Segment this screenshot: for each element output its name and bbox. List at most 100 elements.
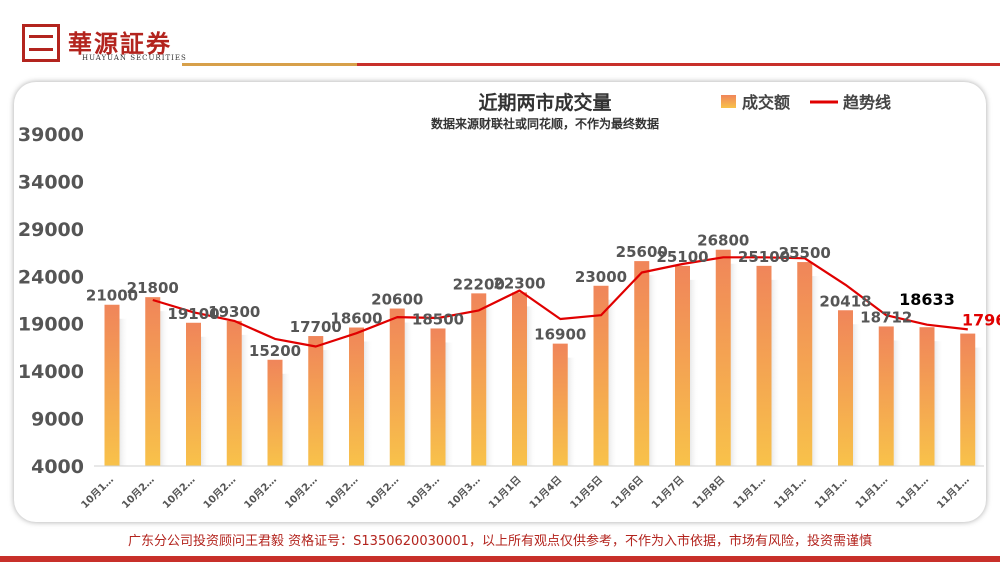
value-label: 15200 (249, 342, 301, 360)
chart-panel (14, 82, 986, 522)
x-tick-label: 11月5日 (568, 474, 605, 511)
bar (104, 304, 120, 466)
y-tick-label: 4000 (31, 456, 84, 478)
value-label: 17960 (962, 311, 1000, 330)
bar (675, 265, 690, 466)
bar-shadow (567, 357, 577, 466)
x-tick-label: 10月2… (160, 474, 197, 511)
bars (104, 249, 976, 466)
x-tick-label: 10月3… (445, 474, 482, 511)
bar-shadow (282, 373, 292, 466)
value-label: 18500 (412, 310, 464, 328)
y-tick-label: 19000 (18, 314, 84, 336)
x-tick-label: 11月1… (812, 474, 849, 511)
value-label: 18633 (899, 290, 955, 309)
x-tick-label: 10月3… (405, 474, 442, 511)
bar (267, 359, 283, 466)
chart-title: 近期两市成交量 (478, 91, 611, 114)
bar-shadow (323, 350, 333, 466)
bar (512, 292, 527, 466)
bar-shadow (119, 318, 129, 466)
x-tick-label: 11月1… (771, 474, 808, 511)
bar (145, 297, 161, 466)
y-tick-label: 24000 (18, 266, 84, 288)
bottom-bar (0, 556, 1000, 562)
value-label: 20418 (819, 292, 871, 310)
bar (308, 336, 324, 466)
chart-subtitle: 数据来源财联社或同花顺，不作为最终数据 (431, 116, 659, 131)
y-tick-label: 29000 (18, 219, 84, 241)
header: 華源証券 HUAYUAN SECURITIES (0, 0, 1000, 70)
value-label: 21800 (127, 279, 179, 297)
y-tick-label: 14000 (18, 361, 84, 383)
value-label: 16900 (534, 326, 586, 344)
y-axis: 4000 9000 14000 19000 24000 29000 34000 39000 (18, 124, 84, 478)
value-label: 18600 (330, 310, 382, 328)
y-tick-label: 9000 (31, 409, 84, 431)
header-rule (182, 63, 1000, 66)
value-label: 23000 (575, 268, 627, 286)
bar-shadow (771, 279, 781, 466)
bar (960, 333, 976, 466)
x-tick-label: 11月1… (894, 474, 931, 511)
value-label: 25500 (779, 244, 831, 262)
y-tick-label: 34000 (18, 171, 84, 193)
x-tick-label: 11月1… (853, 474, 890, 511)
bar (756, 265, 772, 466)
bar-shadow (812, 276, 822, 466)
bar (715, 249, 731, 466)
x-tick-label: 10月2… (364, 474, 401, 511)
legend-bar-swatch (721, 95, 736, 108)
bar-shadow (975, 347, 985, 466)
bar (838, 310, 853, 466)
x-tick-label: 11月1… (934, 474, 971, 511)
bar (797, 262, 813, 466)
bar-shadow (241, 334, 251, 466)
x-tick-label: 11月4日 (527, 474, 564, 511)
bar-shadow (690, 279, 699, 466)
bar (634, 261, 650, 466)
bar (878, 326, 894, 466)
value-label: 26800 (697, 232, 749, 250)
header-rule-accent (182, 63, 357, 66)
bar-shadow (445, 342, 455, 466)
x-tick-label: 11月7日 (649, 474, 686, 511)
bar-shadow (364, 341, 373, 466)
bar-shadow (201, 336, 210, 466)
value-label: 19300 (208, 303, 260, 321)
bar (349, 327, 364, 466)
bar-shadow (527, 306, 536, 466)
x-tick-label: 11月1日 (486, 474, 523, 511)
legend-bar-label: 成交额 (742, 93, 790, 112)
bar-shadows (119, 263, 985, 466)
bar-shadow (404, 322, 414, 466)
value-label: 22200 (453, 275, 505, 293)
legend: 成交额 趋势线 (721, 93, 891, 112)
disclaimer-footer: 广东分公司投资顾问王君毅 资格证号：S1350620030001，以上所有观点仅… (128, 534, 872, 549)
y-tick-label: 39000 (18, 124, 84, 146)
x-tick-label: 10月1… (79, 474, 116, 511)
value-label: 25100 (656, 248, 708, 266)
x-axis: 10月1… 10月2… 10月2… 10月2… 10月2… 10月2… 10月2… 10月2…… (79, 474, 972, 511)
value-label: 25100 (738, 248, 790, 266)
x-tick-label: 10月2… (119, 474, 156, 511)
bar (226, 320, 242, 466)
bar (919, 327, 935, 466)
value-label: 22300 (493, 274, 545, 292)
bar-shadow (160, 311, 170, 466)
bar-shadow (608, 299, 618, 466)
legend-line-label: 趋势线 (843, 93, 891, 112)
bar-shadow (853, 324, 862, 466)
brand-name: 華源証券 (68, 29, 172, 58)
x-tick-label: 11月8日 (690, 474, 727, 511)
value-label: 25600 (616, 243, 668, 261)
bar (430, 328, 446, 466)
brand-name-en: HUAYUAN SECURITIES (82, 54, 187, 62)
value-label: 18712 (860, 308, 912, 326)
x-tick-label: 11月6日 (608, 474, 645, 511)
bar (186, 322, 201, 466)
bar-shadow (730, 263, 740, 466)
bar-shadow (893, 340, 903, 466)
value-label: 21000 (86, 287, 138, 305)
